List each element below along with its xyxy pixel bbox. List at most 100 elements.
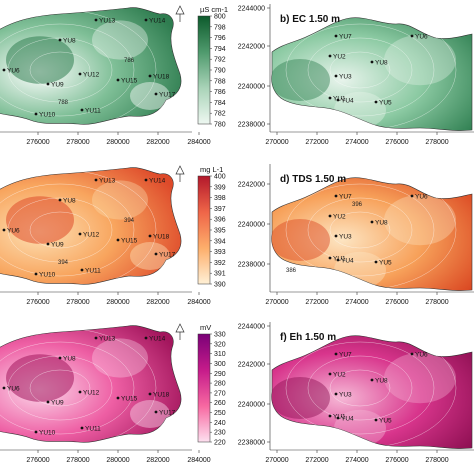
well-label: YU13: [99, 178, 116, 185]
contour-line: [307, 355, 413, 421]
colorbar-tick-label: 780: [214, 122, 226, 129]
well-point: [374, 100, 378, 104]
well-label: YU6: [415, 194, 428, 201]
contour-line: [0, 183, 135, 277]
well-point: [334, 234, 338, 238]
panel-title: f) Eh 1.50 m: [280, 332, 336, 343]
x-tick-label: 274000: [345, 299, 368, 306]
panel-title: d) TDS 1.50 m: [280, 174, 346, 185]
well-point: [374, 418, 378, 422]
well-label: YU10: [39, 272, 56, 279]
colorbar-tick-label: 270: [214, 390, 226, 397]
panel-f: 270000 272000 274000 276000 278000 2244000 224…: [238, 322, 474, 464]
surface-zone: [92, 338, 148, 378]
well-label: YU14: [149, 18, 166, 25]
well-label: YU10: [39, 430, 56, 437]
north-arrow-icon: [175, 165, 185, 182]
colorbar-tick-label: 390: [214, 282, 226, 289]
well-label: YU1: [333, 414, 346, 421]
well-point: [58, 356, 62, 360]
well-point: [334, 352, 338, 356]
contour-label: 788: [58, 100, 69, 106]
well-label: YU7: [339, 194, 352, 201]
colorbar-tick-label: 396: [214, 217, 226, 224]
y-tick-label: 2242000: [238, 182, 265, 189]
well-label: YU5: [379, 260, 392, 267]
colorbar-tick-label: 300: [214, 361, 226, 368]
colorbar-unit: µS cm-1: [200, 5, 228, 14]
x-tick-label: 284000: [187, 457, 210, 464]
well-point: [2, 68, 6, 72]
well-label: YU18: [153, 392, 170, 399]
contour-line: [307, 37, 413, 103]
y-tick-label: 2238000: [238, 440, 265, 447]
well-label: YU4: [341, 98, 354, 105]
contour-line: [29, 369, 91, 407]
y-tick-label: 2244000: [238, 324, 265, 331]
x-tick-label: 272000: [305, 299, 328, 306]
x-tick-label: 270000: [265, 457, 288, 464]
colorbar-tick-label: 260: [214, 400, 226, 407]
well-label: YU7: [339, 34, 352, 41]
x-tick-label: 278000: [66, 139, 89, 146]
x-tick-label: 270000: [265, 139, 288, 146]
x-tick-label: 282000: [146, 139, 169, 146]
y-tick-label: 2242000: [238, 362, 265, 369]
well-point: [336, 258, 340, 262]
well-markers: YU13 YU14 YU8 YU6 YU9 YU12 YU15 YU18 YU17 YU11 YU1…: [2, 336, 176, 437]
well-label: YU18: [153, 234, 170, 241]
well-point: [328, 54, 332, 58]
surface-zone: [384, 194, 456, 246]
well-label: YU12: [83, 232, 100, 239]
well-label: YU3: [339, 392, 352, 399]
contour-line: [29, 211, 91, 249]
well-point: [148, 74, 152, 78]
well-point: [410, 34, 414, 38]
well-point: [94, 336, 98, 340]
surface-variation: [0, 9, 170, 125]
surface-zone: [384, 352, 456, 404]
colorbar-tick-label: 800: [214, 14, 226, 21]
x-tick-label: 278000: [425, 139, 448, 146]
well-label: YU6: [7, 228, 20, 235]
well-point: [144, 336, 148, 340]
well-label: YU6: [7, 68, 20, 75]
well-point: [34, 430, 38, 434]
colorbar-tick-label: 230: [214, 430, 226, 437]
well-label: YU6: [415, 352, 428, 359]
contour-label: 786: [124, 58, 135, 64]
well-label: YU2: [333, 214, 346, 221]
y-axis: 2244000 2242000 2240000 2238000: [238, 4, 271, 132]
surface-zone: [271, 59, 330, 101]
well-label: YU4: [341, 416, 354, 423]
surface-zone: [92, 20, 148, 60]
well-point: [46, 82, 50, 86]
colorbar-tick-label: 397: [214, 206, 226, 213]
surface-variation: [0, 169, 170, 285]
panel-b: 270000 272000 274000 276000 2780002244000224…: [238, 4, 474, 146]
well-label: YU18: [153, 74, 170, 81]
y-tick-label: 2238000: [238, 262, 265, 269]
contour-line: [285, 341, 435, 435]
well-point: [78, 232, 82, 236]
well-point: [336, 98, 340, 102]
x-axis: 270000 272000 274000 276000 278000: [265, 449, 474, 464]
well-label: YU3: [339, 234, 352, 241]
colorbar-tick-label: 290: [214, 371, 226, 378]
colorbar-tick-label: 399: [214, 184, 226, 191]
well-label: YU13: [99, 18, 116, 25]
x-tick-label: 276000: [26, 139, 49, 146]
surface-zone: [384, 34, 456, 86]
well-label: YU11: [85, 426, 101, 433]
well-point: [148, 234, 152, 238]
well-point: [334, 74, 338, 78]
x-tick-label: 278000: [66, 457, 89, 464]
well-point: [34, 112, 38, 116]
well-point: [94, 178, 98, 182]
x-axis: 276000 278000 280000 282000 284000: [0, 449, 211, 464]
x-tick-label: 276000: [385, 299, 408, 306]
north-arrow-icon: [175, 323, 185, 340]
y-tick-label: 2240000: [238, 402, 265, 409]
